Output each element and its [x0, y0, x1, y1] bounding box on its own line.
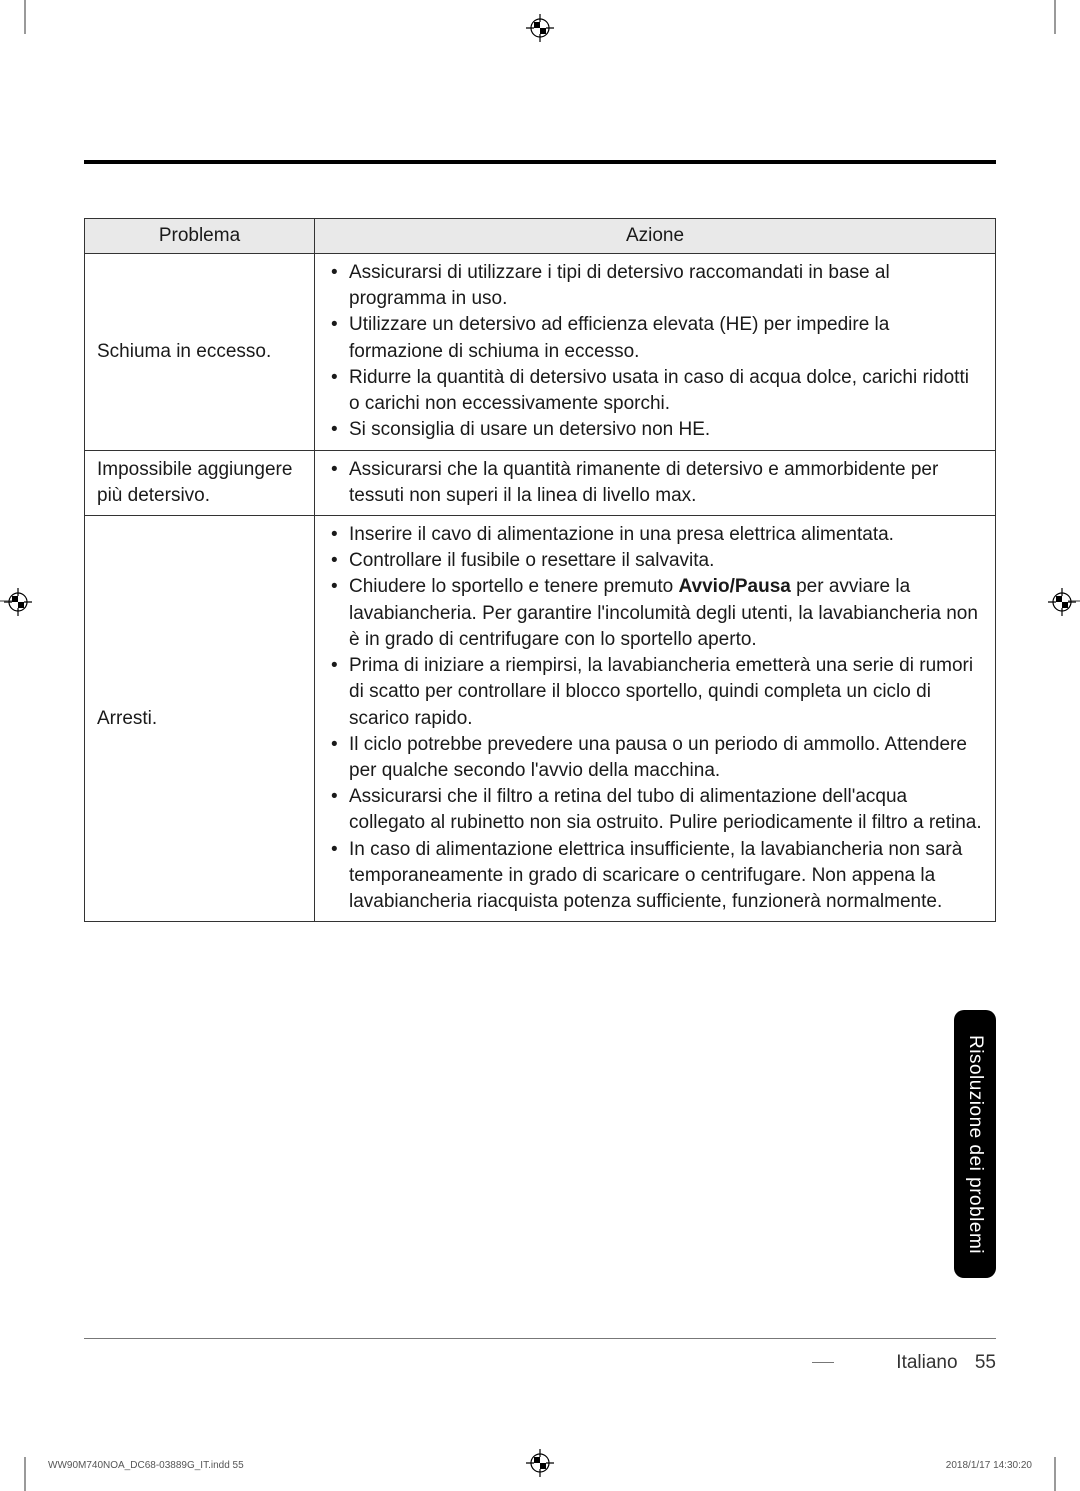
action-item: Assicurarsi che la quantità rimanente di…	[327, 457, 983, 509]
action-item: Chiudere lo sportello e tenere premuto A…	[327, 574, 983, 653]
registration-mark-icon	[1048, 588, 1076, 616]
action-item: Assicurarsi di utilizzare i tipi di dete…	[327, 260, 983, 312]
col-header-action: Azione	[315, 219, 996, 254]
page-number: 55	[975, 1352, 996, 1373]
print-slug-file: WW90M740NOA_DC68-03889G_IT.indd 55	[48, 1460, 244, 1471]
action-cell: Assicurarsi di utilizzare i tipi di dete…	[315, 254, 996, 451]
footer-dash	[812, 1362, 834, 1363]
problem-cell: Schiuma in eccesso.	[85, 254, 315, 451]
print-slug-timestamp: 2018/1/17 14:30:20	[946, 1460, 1032, 1471]
table-header-row: Problema Azione	[85, 219, 996, 254]
registration-mark-icon	[526, 1449, 554, 1477]
action-item: Assicurarsi che il filtro a retina del t…	[327, 784, 983, 836]
action-item: In caso di alimentazione elettrica insuf…	[327, 837, 983, 916]
table-row: Arresti. Inserire il cavo di alimentazio…	[85, 515, 996, 921]
table-row: Schiuma in eccesso. Assicurarsi di utili…	[85, 254, 996, 451]
problem-cell: Impossibile aggiungere più detersivo.	[85, 450, 315, 515]
action-item: Inserire il cavo di alimentazione in una…	[327, 522, 983, 548]
col-header-problem: Problema	[85, 219, 315, 254]
action-item: Si sconsiglia di usare un detersivo non …	[327, 417, 983, 443]
action-item: Ridurre la quantità di detersivo usata i…	[327, 365, 983, 417]
problem-cell: Arresti.	[85, 515, 315, 921]
action-cell: Assicurarsi che la quantità rimanente di…	[315, 450, 996, 515]
registration-mark-icon	[4, 588, 32, 616]
footer-language: Italiano	[896, 1352, 957, 1373]
page-footer: Italiano 55	[896, 1352, 996, 1374]
action-item: Utilizzare un detersivo ad efficienza el…	[327, 312, 983, 364]
action-item: Il ciclo potrebbe prevedere una pausa o …	[327, 732, 983, 784]
action-item: Prima di iniziare a riempirsi, la lavabi…	[327, 653, 983, 732]
action-cell: Inserire il cavo di alimentazione in una…	[315, 515, 996, 921]
section-tab-label: Risoluzione dei problemi	[964, 1035, 986, 1254]
footer-rule	[84, 1338, 996, 1339]
registration-mark-icon	[526, 14, 554, 42]
section-tab: Risoluzione dei problemi	[954, 1010, 996, 1278]
table-row: Impossibile aggiungere più detersivo. As…	[85, 450, 996, 515]
section-rule	[84, 160, 996, 164]
troubleshooting-table: Problema Azione Schiuma in eccesso. Assi…	[84, 218, 996, 922]
action-item: Controllare il fusibile o resettare il s…	[327, 548, 983, 574]
